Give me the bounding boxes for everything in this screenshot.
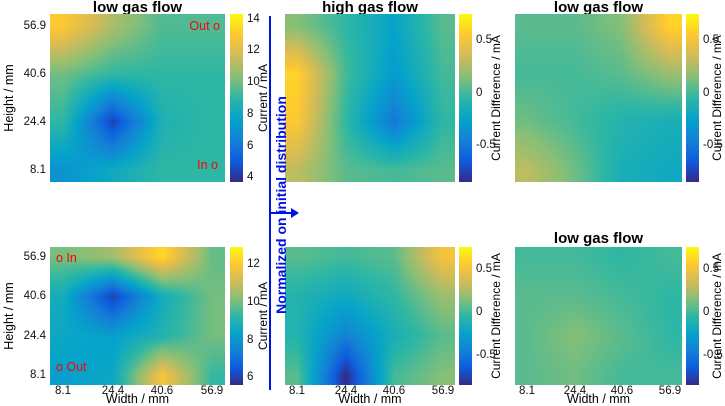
heatmap-canvas [285,247,455,385]
colorbar-tick-label: 0.5 [476,263,492,275]
x-axis-label-left: Width / mm [105,392,170,406]
colorbar-tick-label: 6 [247,140,254,152]
heatmap-bottom-right [515,247,682,385]
colorbar-canvas [459,14,472,182]
inlet-marker-top-panel: In o [197,158,218,172]
x-tick-label: 24.4 [563,385,587,397]
colorbar-canvas [230,247,243,385]
colorbar-top-middle [459,14,472,182]
colorbar-canvas [686,14,699,182]
heatmap-top-left [50,14,225,182]
heatmap-top-middle [285,14,455,182]
panel-title-top-left: low gas flow [92,0,183,16]
heatmap-bottom-middle [285,247,455,385]
colorbar-tick-label: -0.5 [476,139,496,151]
x-tick-label: 56.9 [200,385,224,397]
x-tick-label: 40.6 [150,385,174,397]
colorbar-bottom-left [230,247,243,385]
heatmap-canvas [515,247,682,385]
colorbar-tick-label: 8 [247,108,254,120]
colorbar-tick-label: 6 [247,371,254,383]
colorbar-top-right [686,14,699,182]
note-arrow-head-icon [291,208,299,218]
heatmap-canvas [50,247,225,385]
y-tick-label: 24.4 [23,116,46,128]
heatmap-canvas [515,14,682,182]
outlet-marker-top-panel: Out o [189,19,220,33]
x-tick-label: 24.4 [334,385,358,397]
panel-title-bottom-right: low gas flow [553,230,644,247]
heatmap-top-right [515,14,682,182]
panel-title-top-middle: high gas flow [322,0,418,16]
colorbar-tick-label: 4 [247,171,254,183]
y-axis-label-bottom: Height / mm [2,282,16,350]
x-tick-label: 40.6 [610,385,634,397]
colorbar-tick-label: -0.5 [703,349,723,361]
x-axis-label-right: Width / mm [566,392,631,406]
colorbar-canvas [230,14,243,182]
heatmap-bottom-left [50,247,225,385]
heatmap-canvas [50,14,225,182]
y-tick-label: 40.6 [23,290,46,302]
inlet-marker-bottom-panel: o In [56,251,77,265]
x-tick-label: 56.9 [658,385,682,397]
colorbar-top-left [230,14,243,182]
note-divider-line [269,16,271,390]
colorbar-canvas [459,247,472,385]
panel-title-top-right: low gas flow [553,0,644,16]
colorbar-tick-label: 8 [247,334,254,346]
colorbar-tick-label: 0 [476,87,483,99]
x-tick-label: 8.1 [55,385,71,397]
colorbar-tick-label: 14 [247,13,260,25]
x-tick-label: 8.1 [519,385,535,397]
y-axis-label-top: Height / mm [2,64,16,132]
colorbar-tick-label: 0 [703,87,710,99]
y-tick-label: 56.9 [23,251,46,263]
y-tick-label: 24.4 [23,330,46,342]
x-tick-label: 24.4 [101,385,125,397]
colorbar-tick-label: -0.5 [476,349,496,361]
colorbar-bottom-middle [459,247,472,385]
heatmap-canvas [285,14,455,182]
colorbar-tick-label: 10 [247,76,260,88]
x-tick-label: 56.9 [431,385,455,397]
x-axis-label-middle: Width / mm [338,392,402,406]
y-tick-label: 8.1 [30,369,46,381]
colorbar-tick-label: 0.5 [476,34,492,46]
outlet-marker-bottom-panel: o Out [56,360,87,374]
colorbar-tick-label: 0 [703,306,710,318]
y-tick-label: 8.1 [30,164,46,176]
note-arrow-shaft [271,212,291,214]
colorbar-tick-label: 0 [476,306,483,318]
colorbar-bottom-right [686,247,699,385]
colorbar-tick-label: -0.5 [703,139,723,151]
colorbar-tick-label: 0.5 [703,263,719,275]
colorbar-tick-label: 0.5 [703,34,719,46]
colorbar-canvas [686,247,699,385]
x-tick-label: 8.1 [289,385,305,397]
y-tick-label: 40.6 [23,68,46,80]
y-tick-label: 56.9 [23,20,46,32]
colorbar-tick-label: 10 [247,296,260,308]
x-tick-label: 40.6 [382,385,406,397]
colorbar-tick-label: 12 [247,44,260,56]
note-text: Normalized on initial distribution [273,96,289,314]
colorbar-tick-label: 12 [247,258,260,270]
